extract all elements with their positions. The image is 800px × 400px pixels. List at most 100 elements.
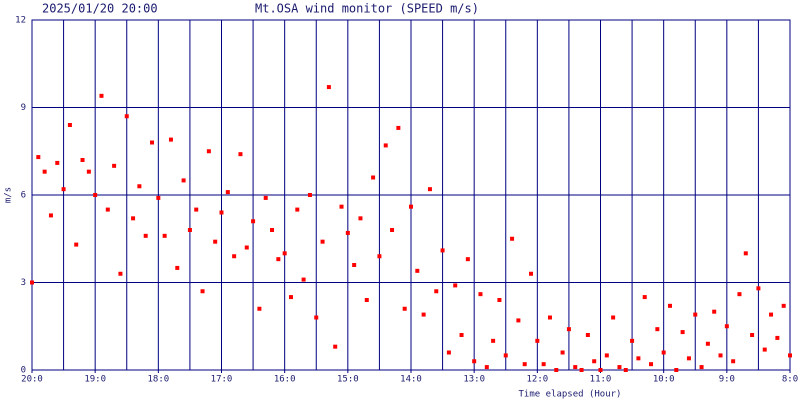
point <box>737 292 742 297</box>
point <box>257 306 262 311</box>
y-tick-label: 0 <box>21 366 26 376</box>
point <box>775 335 780 340</box>
point <box>667 303 672 308</box>
point <box>352 263 357 267</box>
point <box>788 353 792 358</box>
point <box>750 333 755 337</box>
point <box>333 344 338 349</box>
y-tick-label: 3 <box>21 278 26 288</box>
point <box>143 233 148 238</box>
y-axis-label: m/s <box>4 187 14 203</box>
point <box>566 327 571 332</box>
point <box>371 175 376 180</box>
point <box>30 280 34 285</box>
point <box>415 268 420 273</box>
point <box>503 353 508 358</box>
x-tick-label: 8:0 <box>782 375 798 385</box>
point <box>238 152 243 157</box>
point <box>162 233 167 238</box>
point <box>510 236 515 241</box>
point <box>718 353 723 358</box>
point <box>446 350 451 355</box>
point <box>270 228 275 232</box>
point <box>206 149 211 154</box>
point <box>781 303 786 308</box>
point <box>762 347 767 352</box>
point <box>409 204 413 209</box>
x-tick-label: 17:0 <box>211 375 233 385</box>
point <box>579 368 584 372</box>
point <box>453 283 458 288</box>
point <box>592 359 597 364</box>
point <box>573 365 578 370</box>
x-tick-label: 10:0 <box>653 375 675 385</box>
point <box>649 362 654 367</box>
point <box>472 359 477 364</box>
point <box>131 216 136 221</box>
x-tick-label: 15:0 <box>337 375 359 385</box>
point <box>554 368 559 372</box>
point <box>712 309 717 314</box>
point <box>187 228 192 232</box>
point <box>288 295 293 300</box>
point <box>655 327 660 332</box>
point <box>585 333 590 337</box>
point <box>295 207 300 212</box>
point <box>623 368 628 372</box>
x-tick-label: 19:0 <box>84 375 106 385</box>
point <box>137 184 142 189</box>
point <box>611 315 616 320</box>
point <box>36 155 41 160</box>
date: 2025/01/20 20:00 <box>42 2 158 16</box>
point <box>175 265 180 270</box>
point <box>200 289 205 294</box>
point <box>484 365 489 370</box>
point <box>598 368 603 372</box>
point <box>686 356 691 361</box>
point <box>699 365 704 370</box>
point <box>724 324 729 329</box>
point <box>55 160 60 165</box>
point <box>225 190 230 195</box>
point <box>307 193 312 197</box>
point <box>377 254 382 259</box>
point <box>112 163 117 168</box>
point <box>516 318 521 323</box>
point <box>547 315 552 320</box>
point <box>756 286 761 291</box>
x-tick-label: 13:0 <box>463 375 485 385</box>
point <box>680 330 685 335</box>
point <box>244 245 249 250</box>
point <box>459 333 464 337</box>
point <box>99 93 104 98</box>
point <box>156 195 161 200</box>
chart-title: Mt.OSA wind monitor (SPEED m/s) <box>255 2 479 16</box>
x-tick-label: 12:0 <box>526 375 548 385</box>
x-tick-label: 9:0 <box>719 375 735 385</box>
point <box>326 85 331 90</box>
x-tick-label: 14:0 <box>400 375 422 385</box>
point <box>168 137 173 142</box>
point <box>491 338 496 343</box>
point <box>497 298 502 302</box>
point <box>67 123 72 127</box>
point <box>743 251 748 256</box>
point <box>74 242 79 247</box>
point <box>535 338 540 343</box>
point <box>383 143 388 148</box>
y-tick-label: 12 <box>15 16 26 26</box>
point <box>478 292 483 297</box>
point <box>314 315 319 320</box>
y-tick-label: 9 <box>21 103 26 113</box>
point <box>731 359 736 364</box>
point <box>434 289 439 294</box>
y-tick-label: 6 <box>21 191 26 201</box>
point <box>276 257 281 262</box>
point <box>345 230 350 235</box>
point <box>661 350 666 355</box>
x-tick-label: 20:0 <box>21 375 43 385</box>
point <box>251 219 256 224</box>
point <box>61 187 66 192</box>
point <box>705 341 710 346</box>
